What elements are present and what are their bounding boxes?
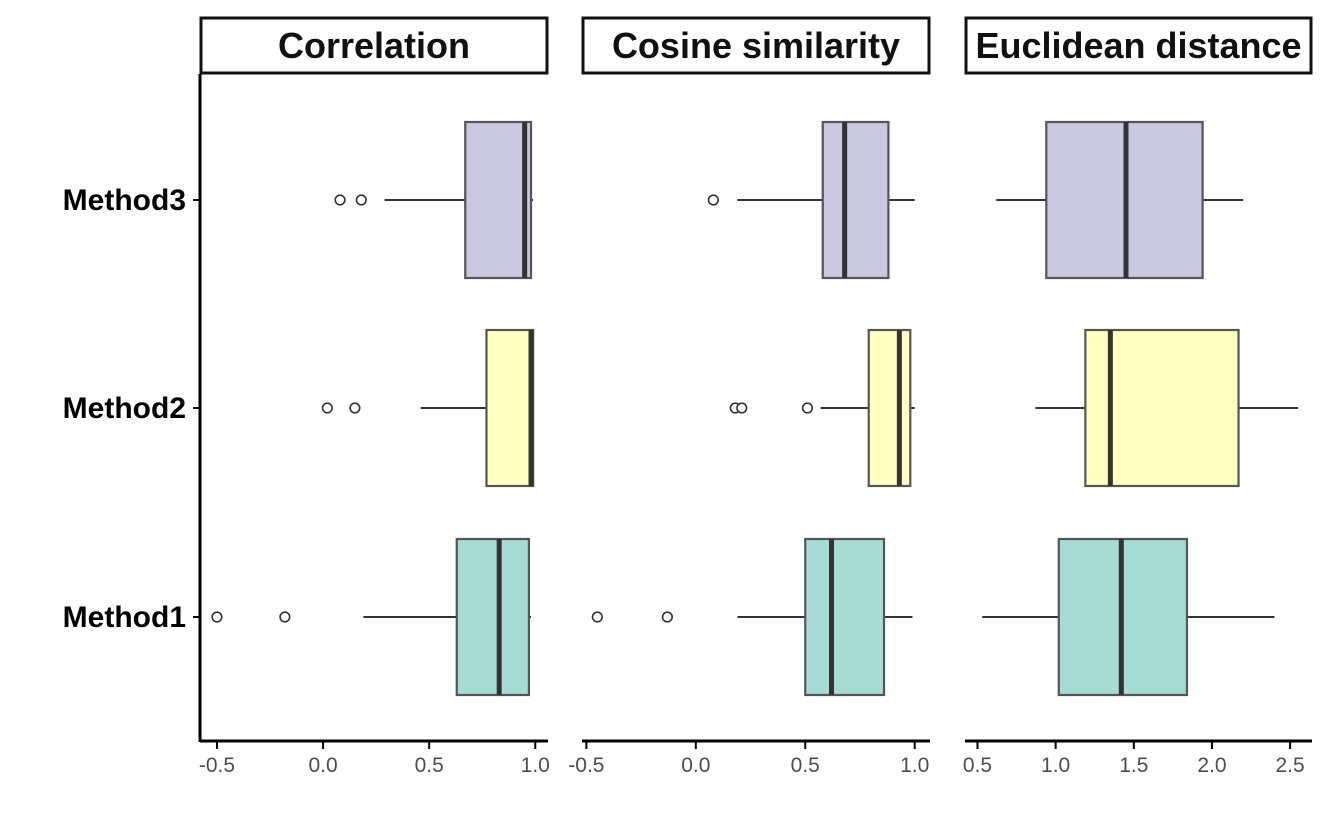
iqr-box — [485, 328, 535, 488]
x-tick-label: -0.5 — [568, 754, 604, 777]
x-tick-label: 1.5 — [1119, 754, 1148, 777]
box-method3 — [707, 120, 915, 280]
x-tick-label: 0.0 — [308, 754, 337, 777]
facet-strip-box — [199, 16, 549, 75]
outlier-point — [707, 194, 719, 206]
category-label-method1: Method1 — [63, 601, 186, 634]
facet-strip-box — [964, 16, 1313, 75]
box-method2 — [729, 328, 915, 488]
category-label-method3: Method3 — [63, 184, 186, 217]
box-method1 — [591, 537, 913, 697]
outlier-point — [334, 194, 346, 206]
outlier-point — [591, 611, 603, 623]
facet-panel-1: Correlation -0.5 0.0 0.5 1.0 — [199, 16, 550, 777]
outlier-point — [279, 611, 291, 623]
x-tick-label: 0.5 — [791, 754, 820, 777]
x-tick-label: 1.0 — [521, 754, 550, 777]
category-label-method2: Method2 — [63, 392, 186, 425]
facet-title: Correlation — [278, 25, 470, 66]
outlier-point — [349, 402, 361, 414]
facet-strip-box — [581, 16, 931, 75]
facet-title: Cosine similarity — [612, 25, 900, 66]
x-tick-label: -0.5 — [199, 754, 235, 777]
outlier-point — [661, 611, 673, 623]
facet-panel-2: Cosine similarity -0.5 0.0 0.5 1.0 — [568, 16, 931, 777]
x-tick-label: 0.0 — [681, 754, 710, 777]
outlier-point — [355, 194, 367, 206]
x-tick-label: 1.0 — [900, 754, 929, 777]
outlier-point — [801, 402, 814, 414]
x-tick-label: 0.5 — [415, 754, 444, 777]
outlier-point — [736, 402, 748, 414]
box-method1 — [211, 537, 532, 697]
iqr-box — [464, 120, 533, 280]
box-method2 — [321, 328, 535, 488]
iqr-box — [867, 328, 912, 488]
outlier-point — [321, 402, 333, 414]
x-tick-label: 0.5 — [963, 754, 992, 777]
x-tick-label: 2.0 — [1197, 754, 1226, 777]
iqr-box — [804, 537, 886, 697]
box-method3 — [996, 120, 1244, 280]
facet-title: Euclidean distance — [975, 25, 1301, 66]
x-tick-label: 2.5 — [1276, 754, 1305, 777]
box-method2 — [1035, 328, 1298, 488]
iqr-box — [455, 537, 531, 697]
box-method1 — [982, 537, 1275, 697]
iqr-box — [821, 120, 890, 280]
x-tick-label: 1.0 — [1041, 754, 1070, 777]
box-method3 — [334, 120, 534, 280]
outlier-point — [211, 611, 223, 623]
facet-panel-3: Euclidean distance 0.5 1.0 1.5 2.0 2.5 — [963, 16, 1313, 777]
